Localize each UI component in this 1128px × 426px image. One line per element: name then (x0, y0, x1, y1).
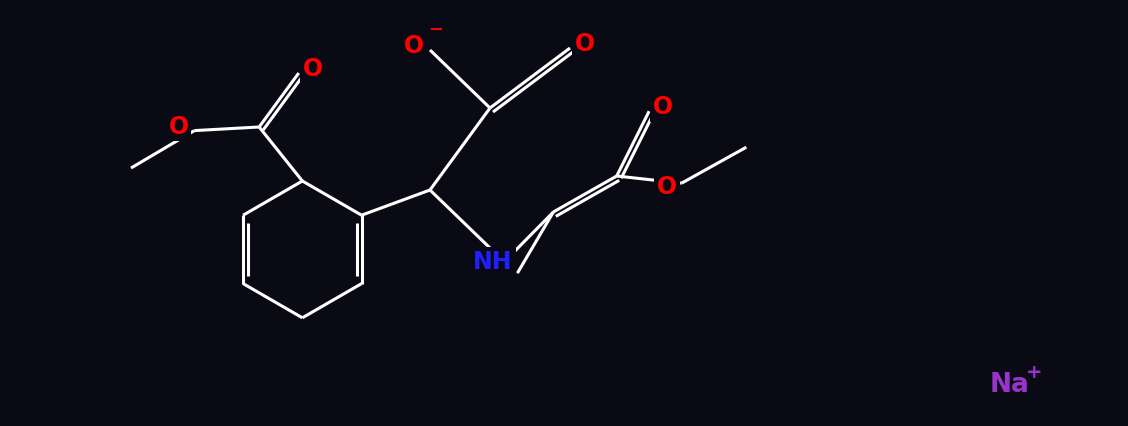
Text: +: + (1025, 363, 1042, 383)
Text: O: O (168, 115, 188, 138)
Text: O: O (656, 175, 677, 199)
Text: O: O (575, 32, 596, 56)
Text: O: O (302, 57, 323, 81)
Text: Na: Na (990, 372, 1030, 398)
Text: NH: NH (474, 250, 513, 274)
Text: −: − (429, 21, 443, 39)
Text: O: O (404, 34, 424, 58)
Text: O: O (653, 95, 673, 119)
